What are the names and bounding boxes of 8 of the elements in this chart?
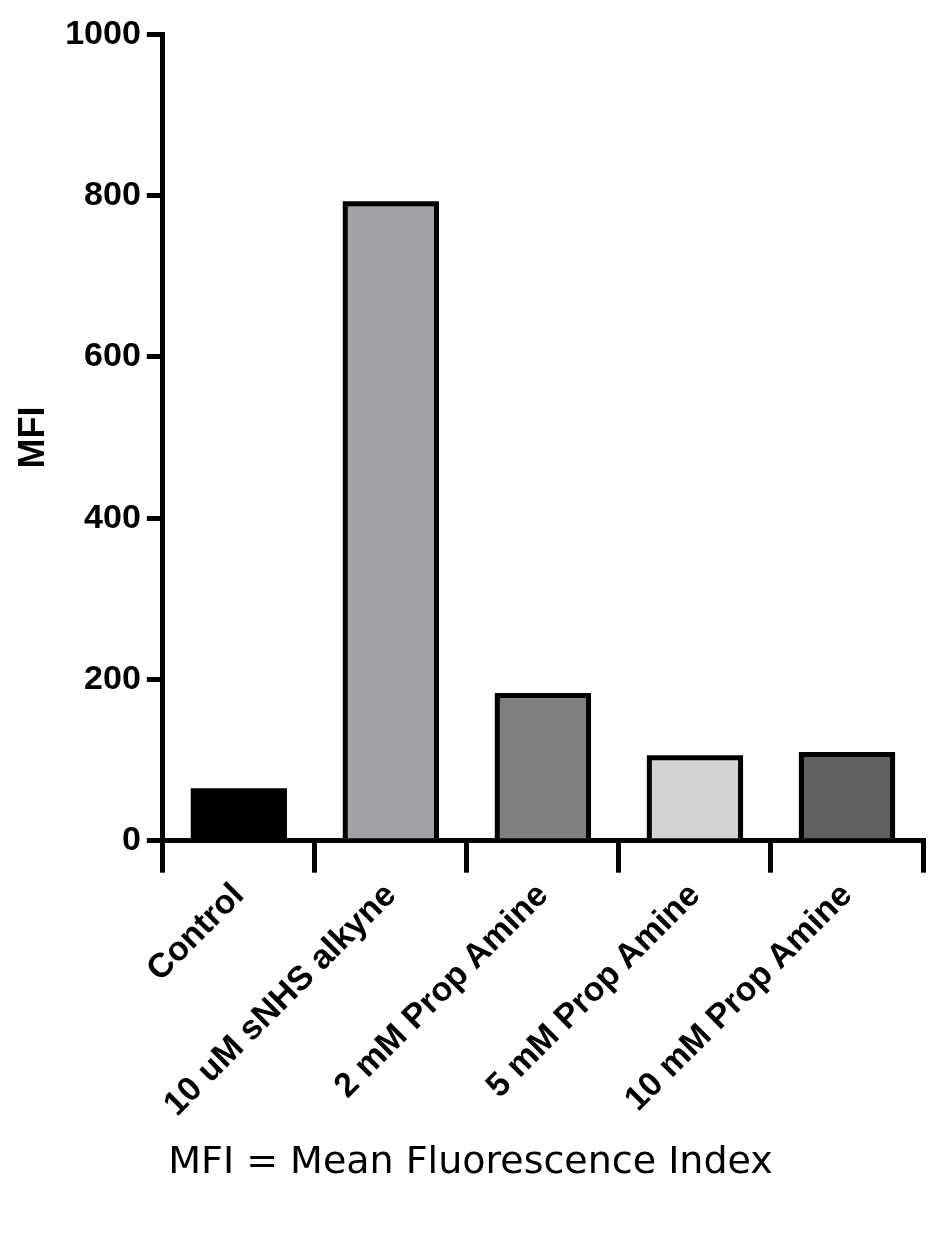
y-tick-label: 1000: [65, 12, 141, 51]
y-tick-label: 800: [84, 174, 141, 213]
y-tick-label: 600: [84, 335, 141, 374]
text: MFI = Mean Fluorescence Index: [167, 1138, 774, 1182]
y-tick-label: 0: [121, 819, 141, 858]
y-tick-label: 400: [84, 496, 141, 535]
y-axis-title: MFI: [10, 406, 52, 469]
y-tick-label: 200: [84, 657, 141, 696]
